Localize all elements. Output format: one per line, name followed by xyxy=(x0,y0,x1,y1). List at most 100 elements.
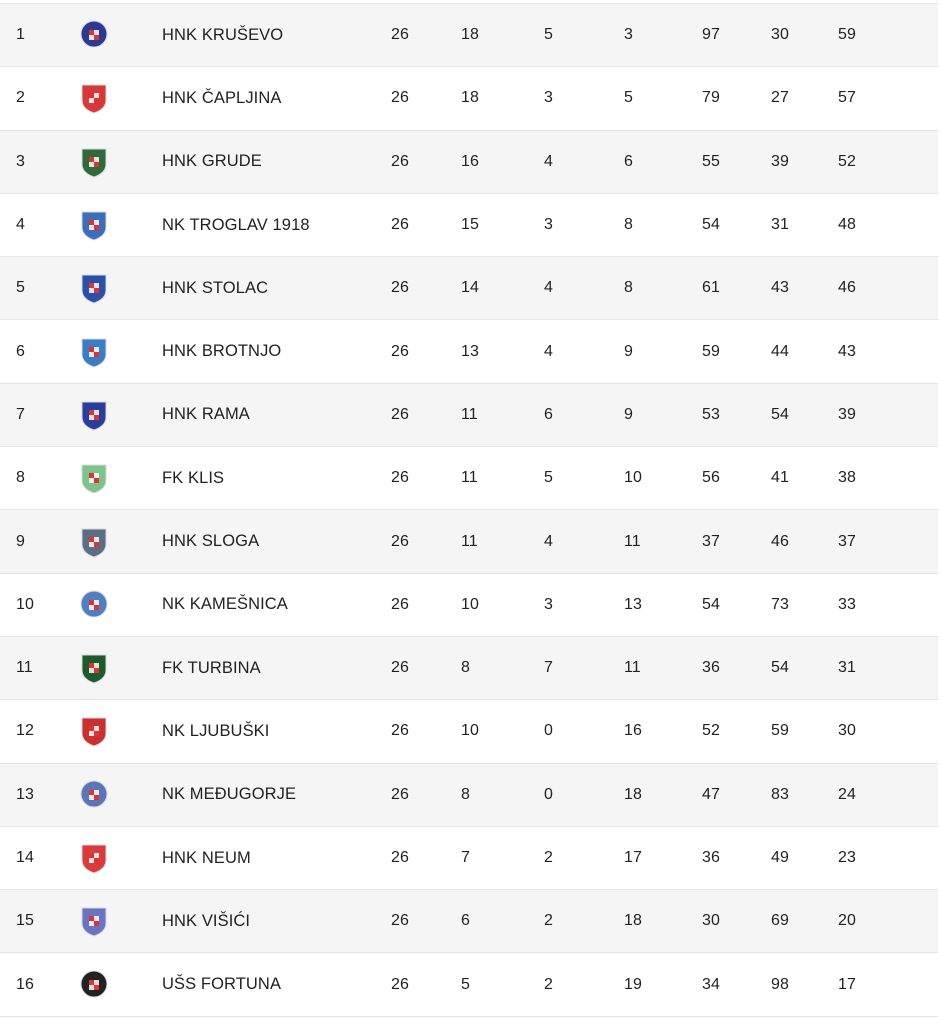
lost-cell: 9 xyxy=(624,405,633,423)
team-name[interactable]: HNK RAMA xyxy=(162,405,250,424)
won-cell: 5 xyxy=(461,975,470,993)
table-row[interactable]: 12 NK LJUBUŠKI 26 10 0 16 52 59 30 xyxy=(0,700,938,764)
position-cell: 12 xyxy=(16,722,34,740)
played-cell: 26 xyxy=(391,975,409,993)
played-cell: 26 xyxy=(391,26,409,44)
drawn-cell: 4 xyxy=(544,342,553,360)
table-row[interactable]: 4 NK TROGLAV 1918 26 15 3 8 54 31 48 xyxy=(0,193,938,258)
goals-against-cell: 83 xyxy=(771,785,789,803)
won-cell: 8 xyxy=(461,785,470,803)
won-cell: 16 xyxy=(461,152,479,170)
table-row[interactable]: 8 FK KLIS 26 11 5 10 56 41 38 xyxy=(0,447,938,511)
table-row[interactable]: 14 HNK NEUM 26 7 2 17 36 49 23 xyxy=(0,826,938,891)
kamesnica-crest-icon xyxy=(79,574,109,636)
goals-for-cell: 30 xyxy=(702,912,720,930)
won-cell: 13 xyxy=(461,342,479,360)
lost-cell: 18 xyxy=(624,912,642,930)
won-cell: 11 xyxy=(461,405,478,423)
team-name[interactable]: HNK KRUŠEVO xyxy=(162,25,284,44)
position-cell: 2 xyxy=(16,89,25,107)
played-cell: 26 xyxy=(391,785,409,803)
goals-against-cell: 43 xyxy=(771,279,789,297)
lost-cell: 10 xyxy=(624,469,642,487)
team-name[interactable]: NK LJUBUŠKI xyxy=(162,721,270,740)
table-row[interactable]: 7 HNK RAMA 26 11 6 9 53 54 39 xyxy=(0,383,938,448)
brotnjo-crest-icon xyxy=(79,320,109,382)
team-name[interactable]: FK KLIS xyxy=(162,468,225,487)
table-row[interactable]: 11 FK TURBINA 26 8 7 11 36 54 31 xyxy=(0,636,938,701)
team-name[interactable]: HNK STOLAC xyxy=(162,278,269,297)
team-name[interactable]: NK TROGLAV 1918 xyxy=(162,215,310,234)
won-cell: 11 xyxy=(461,469,478,487)
team-name[interactable]: HNK ČAPLJINA xyxy=(162,88,282,107)
table-row[interactable]: 6 HNK BROTNJO 26 13 4 9 59 44 43 xyxy=(0,320,938,384)
standings-table: 1 HNK KRUŠEVO 26 18 5 3 97 30 59 2 HNK ČAPLJINA 26 1… xyxy=(0,3,938,1017)
lost-cell: 8 xyxy=(624,279,633,297)
table-row[interactable]: 1 HNK KRUŠEVO 26 18 5 3 97 30 59 xyxy=(0,4,938,68)
goals-against-cell: 31 xyxy=(771,216,789,234)
table-row[interactable]: 9 HNK SLOGA 26 11 4 11 37 46 37 xyxy=(0,510,938,574)
goals-against-cell: 54 xyxy=(771,405,789,423)
played-cell: 26 xyxy=(391,722,409,740)
team-name[interactable]: HNK SLOGA xyxy=(162,532,260,551)
goals-against-cell: 39 xyxy=(771,152,789,170)
played-cell: 26 xyxy=(391,89,409,107)
played-cell: 26 xyxy=(391,659,409,677)
lost-cell: 13 xyxy=(624,595,642,613)
played-cell: 26 xyxy=(391,469,409,487)
table-row[interactable]: 3 HNK GRUDE 26 16 4 6 55 39 52 xyxy=(0,130,938,194)
team-name[interactable]: NK KAMEŠNICA xyxy=(162,595,288,614)
team-name[interactable]: FK TURBINA xyxy=(162,658,261,677)
drawn-cell: 0 xyxy=(544,785,553,803)
table-row[interactable]: 10 NK KAMEŠNICA 26 10 3 13 54 73 33 xyxy=(0,573,938,637)
position-cell: 8 xyxy=(16,469,25,487)
drawn-cell: 2 xyxy=(544,975,553,993)
played-cell: 26 xyxy=(391,849,409,866)
points-cell: 48 xyxy=(838,216,856,234)
lost-cell: 3 xyxy=(624,26,633,44)
medugorje-crest-icon xyxy=(79,764,109,826)
team-name[interactable]: HNK GRUDE xyxy=(162,152,262,171)
drawn-cell: 6 xyxy=(544,405,553,423)
goals-against-cell: 59 xyxy=(771,722,789,740)
table-row[interactable]: 13 NK MEĐUGORJE 26 8 0 18 47 83 24 xyxy=(0,763,938,827)
goals-against-cell: 98 xyxy=(771,975,789,993)
neum-crest-icon xyxy=(79,827,109,889)
lost-cell: 11 xyxy=(624,659,641,677)
points-cell: 30 xyxy=(838,722,856,740)
team-name[interactable]: NK MEĐUGORJE xyxy=(162,785,297,804)
played-cell: 26 xyxy=(391,405,409,423)
table-row[interactable]: 15 HNK VIŠIĆI 26 6 2 18 30 69 20 xyxy=(0,890,938,954)
table-row[interactable]: 5 HNK STOLAC 26 14 4 8 61 43 46 xyxy=(0,257,938,321)
goals-against-cell: 41 xyxy=(771,469,789,487)
grude-crest-icon xyxy=(79,131,109,193)
position-cell: 10 xyxy=(16,595,34,613)
position-cell: 6 xyxy=(16,342,25,360)
goals-for-cell: 47 xyxy=(702,785,720,803)
table-row[interactable]: 2 HNK ČAPLJINA 26 18 3 5 79 27 57 xyxy=(0,67,938,131)
turbina-crest-icon xyxy=(79,637,109,699)
points-cell: 33 xyxy=(838,595,856,613)
won-cell: 14 xyxy=(461,279,479,297)
goals-for-cell: 61 xyxy=(702,279,720,297)
lost-cell: 17 xyxy=(624,849,642,866)
points-cell: 24 xyxy=(838,785,856,803)
team-name[interactable]: UŠS FORTUNA xyxy=(162,975,282,994)
goals-against-cell: 54 xyxy=(771,659,789,677)
points-cell: 37 xyxy=(838,532,856,550)
goals-against-cell: 69 xyxy=(771,912,789,930)
goals-against-cell: 44 xyxy=(771,342,789,360)
position-cell: 1 xyxy=(16,26,25,44)
table-row[interactable]: 16 UŠS FORTUNA 26 5 2 19 34 98 17 xyxy=(0,953,938,1017)
team-name[interactable]: HNK VIŠIĆI xyxy=(162,911,251,930)
points-cell: 17 xyxy=(838,975,856,993)
drawn-cell: 3 xyxy=(544,89,553,107)
team-name[interactable]: HNK BROTNJO xyxy=(162,342,282,361)
won-cell: 10 xyxy=(461,722,479,740)
drawn-cell: 3 xyxy=(544,595,553,613)
points-cell: 31 xyxy=(838,659,856,677)
points-cell: 20 xyxy=(838,912,856,930)
goals-against-cell: 73 xyxy=(771,595,789,613)
team-name[interactable]: HNK NEUM xyxy=(162,848,251,867)
played-cell: 26 xyxy=(391,216,409,234)
